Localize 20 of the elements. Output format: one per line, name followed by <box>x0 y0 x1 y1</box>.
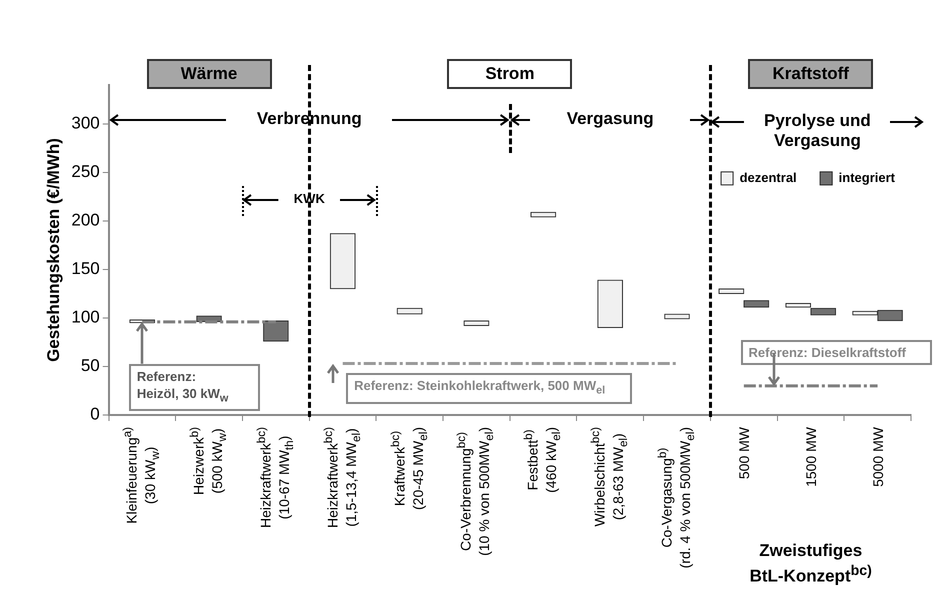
x-tick-label: 5000 MW <box>868 427 887 487</box>
y-tick-label: 50 <box>80 356 100 376</box>
annotation: Referenz: Steinkohlekraftwerk, 500 MW$_{el}$ <box>346 373 632 404</box>
legend-label: integriert <box>838 170 896 185</box>
y-tick-label: 250 <box>71 162 100 182</box>
annotation: Verbrennung <box>256 108 362 129</box>
legend-label: dezentral <box>740 170 797 185</box>
y-tick-label: 0 <box>90 404 100 424</box>
annotation: Vergasung <box>566 108 654 129</box>
annotation: Referenz: Heizöl, 30 kW$_{w}$ <box>128 364 260 412</box>
annotation: Pyrolyse und Vergasung <box>764 110 871 151</box>
y-axis-title: Gestehungskosten (€/MWh) <box>44 138 63 362</box>
x-tick-label: 1500 MW <box>802 427 820 487</box>
y-tick-label: 100 <box>71 308 100 327</box>
y-tick-label: 150 <box>71 259 100 278</box>
y-tick-label: 300 <box>71 114 100 133</box>
y-tick-label: 200 <box>71 210 100 230</box>
text: Zweistufiges BtL-Konzept$^{bc)}$ <box>748 540 873 587</box>
x-tick-label: 500 MW <box>734 427 753 480</box>
annotation: Referenz: Dieselkraftstoff <box>740 340 932 366</box>
